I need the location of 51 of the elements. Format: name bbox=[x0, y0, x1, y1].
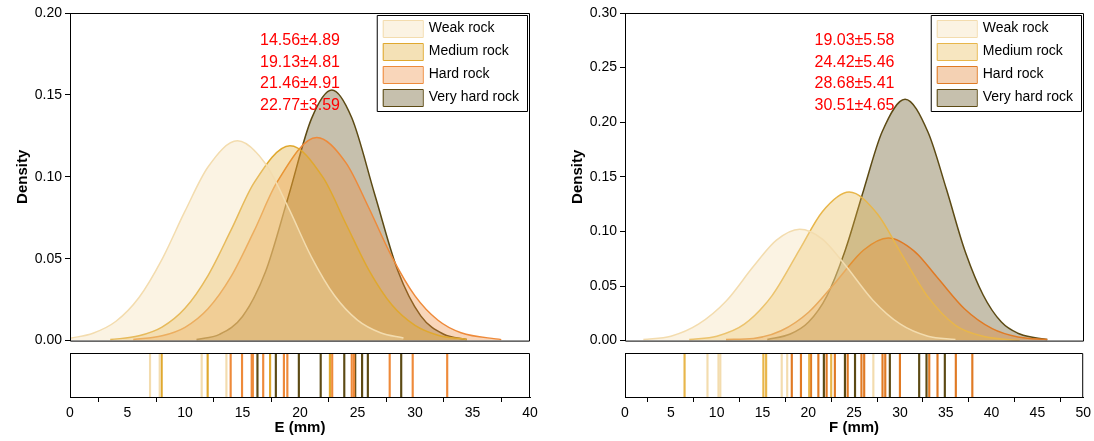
y-tick-label: 0.15 bbox=[34, 85, 63, 102]
annotation: 24.42±5.46 bbox=[814, 52, 895, 70]
x-tick-label: 0 bbox=[621, 404, 630, 421]
legend-label: Very hard rock bbox=[428, 88, 520, 105]
annotation: 14.56±4.89 bbox=[260, 31, 341, 49]
x-tick-label: 10 bbox=[177, 404, 193, 421]
annotation: 19.03±5.58 bbox=[814, 31, 895, 49]
y-tick-label: 0.10 bbox=[589, 222, 618, 239]
y-tick-label: 0.10 bbox=[34, 167, 63, 184]
y-tick-label: 0.05 bbox=[34, 249, 63, 266]
x-tick-label: 40 bbox=[983, 404, 1000, 421]
y-tick-label: 0.15 bbox=[589, 167, 618, 184]
x-tick-label: 10 bbox=[708, 404, 725, 421]
annotation: 21.46±4.91 bbox=[260, 74, 341, 92]
x-tick-label: 30 bbox=[892, 404, 908, 421]
y-tick-label: 0.30 bbox=[589, 3, 618, 20]
x-tick-label: 20 bbox=[292, 404, 308, 421]
x-tick-label: 15 bbox=[234, 404, 251, 421]
y-tick-label: 0.00 bbox=[589, 331, 618, 348]
x-tick-label: 0 bbox=[66, 404, 75, 421]
y-tick-label: 0.20 bbox=[589, 113, 618, 130]
x-tick-label: 5 bbox=[123, 404, 132, 421]
y-tick-label: 0.00 bbox=[34, 331, 63, 348]
annotation: 28.68±5.41 bbox=[814, 74, 895, 92]
x-tick-label: 40 bbox=[522, 404, 538, 421]
legend-label: Hard rock bbox=[428, 65, 491, 82]
legend-label: Very hard rock bbox=[982, 88, 1074, 105]
annotation: 19.13±4.81 bbox=[260, 52, 341, 70]
legend-label: Medium rock bbox=[982, 42, 1064, 59]
annotation: 30.51±4.65 bbox=[814, 95, 895, 113]
y-tick-label: 0.05 bbox=[589, 276, 618, 293]
x-tick-label: 35 bbox=[464, 404, 481, 421]
x-tick-label: 45 bbox=[1029, 404, 1046, 421]
x-axis-title: F (mm) bbox=[829, 418, 880, 436]
x-axis-title: E (mm) bbox=[274, 418, 326, 436]
y-tick-label: 0.25 bbox=[589, 58, 618, 75]
x-tick-label: 15 bbox=[754, 404, 771, 421]
y-axis-title: Density bbox=[568, 149, 586, 204]
x-tick-label: 20 bbox=[800, 404, 817, 421]
legend-label: Hard rock bbox=[982, 65, 1045, 82]
x-tick-label: 25 bbox=[349, 404, 366, 421]
x-tick-label: 50 bbox=[1075, 404, 1092, 421]
y-axis-title: Density bbox=[13, 149, 31, 204]
x-tick-label: 25 bbox=[846, 404, 863, 421]
legend-label: Weak rock bbox=[428, 19, 496, 36]
legend-label: Medium rock bbox=[428, 42, 510, 59]
x-tick-label: 30 bbox=[407, 404, 423, 421]
x-tick-label: 5 bbox=[666, 404, 675, 421]
x-tick-label: 35 bbox=[937, 404, 954, 421]
y-tick-label: 0.20 bbox=[34, 3, 63, 20]
legend-label: Weak rock bbox=[982, 19, 1050, 36]
